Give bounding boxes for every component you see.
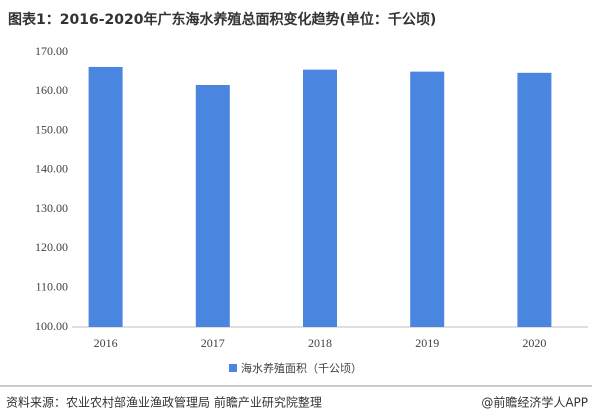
bar [303, 69, 337, 327]
x-tick-label: 2020 [522, 336, 546, 350]
y-tick-label: 120.00 [35, 240, 68, 254]
source: 资料来源：农业农村部渔业渔政管理局 前瞻产业研究院整理 [6, 395, 322, 410]
legend-label: 海水养殖面积（千公顷） [241, 361, 362, 375]
y-tick-label: 110.00 [35, 279, 68, 293]
y-tick-label: 160.00 [35, 83, 68, 97]
y-tick-label: 170.00 [35, 44, 68, 58]
legend-swatch [229, 364, 237, 372]
bar [517, 72, 552, 327]
y-tick-label: 150.00 [35, 122, 68, 136]
bar [88, 66, 123, 327]
x-tick-label: 2016 [94, 336, 118, 350]
y-tick-label: 140.00 [35, 162, 68, 176]
bar [410, 71, 445, 328]
x-tick-label: 2017 [201, 336, 225, 350]
brand: @前瞻经济学人APP [481, 395, 588, 410]
y-tick-label: 100.00 [35, 319, 68, 333]
x-tick-label: 2019 [415, 336, 439, 350]
y-tick-label: 130.00 [35, 201, 68, 215]
chart-title: 图表1：2016-2020年广东海水养殖总面积变化趋势(单位：千公顷) [8, 11, 436, 28]
x-tick-label: 2018 [308, 336, 332, 350]
bar [195, 85, 230, 327]
